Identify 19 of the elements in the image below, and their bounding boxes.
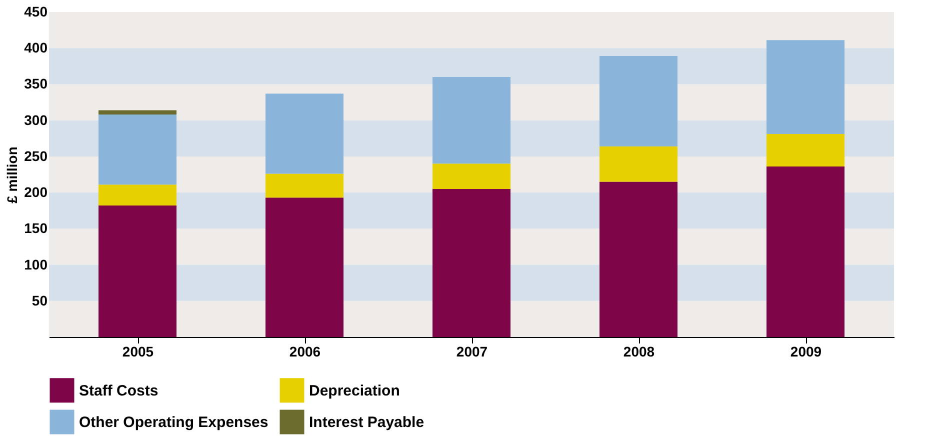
y-tick-label: 300 (24, 112, 48, 128)
y-tick-label: 100 (24, 256, 48, 272)
x-tick-label: 2008 (623, 344, 655, 360)
y-tick-label: 400 (24, 40, 48, 56)
x-tick-label: 2007 (456, 344, 488, 360)
legend-label: Interest Payable (309, 414, 424, 431)
y-tick-label: 200 (24, 184, 48, 200)
legend-label: Other Operating Expenses (79, 414, 268, 431)
y-tick-label: 250 (24, 148, 48, 164)
y-tick-label: 450 (24, 4, 48, 20)
y-tick-label: 350 (24, 76, 48, 92)
legend-label: Depreciation (309, 382, 400, 400)
y-axis-title: £ million (4, 146, 20, 204)
x-tick-label: 2006 (289, 344, 321, 360)
y-tick-label: 50 (32, 292, 48, 308)
x-tick-label: 2009 (790, 344, 822, 360)
x-tick-label: 2005 (122, 344, 154, 360)
legend-label: Staff Costs (79, 382, 158, 400)
y-tick-label: 150 (24, 220, 48, 236)
